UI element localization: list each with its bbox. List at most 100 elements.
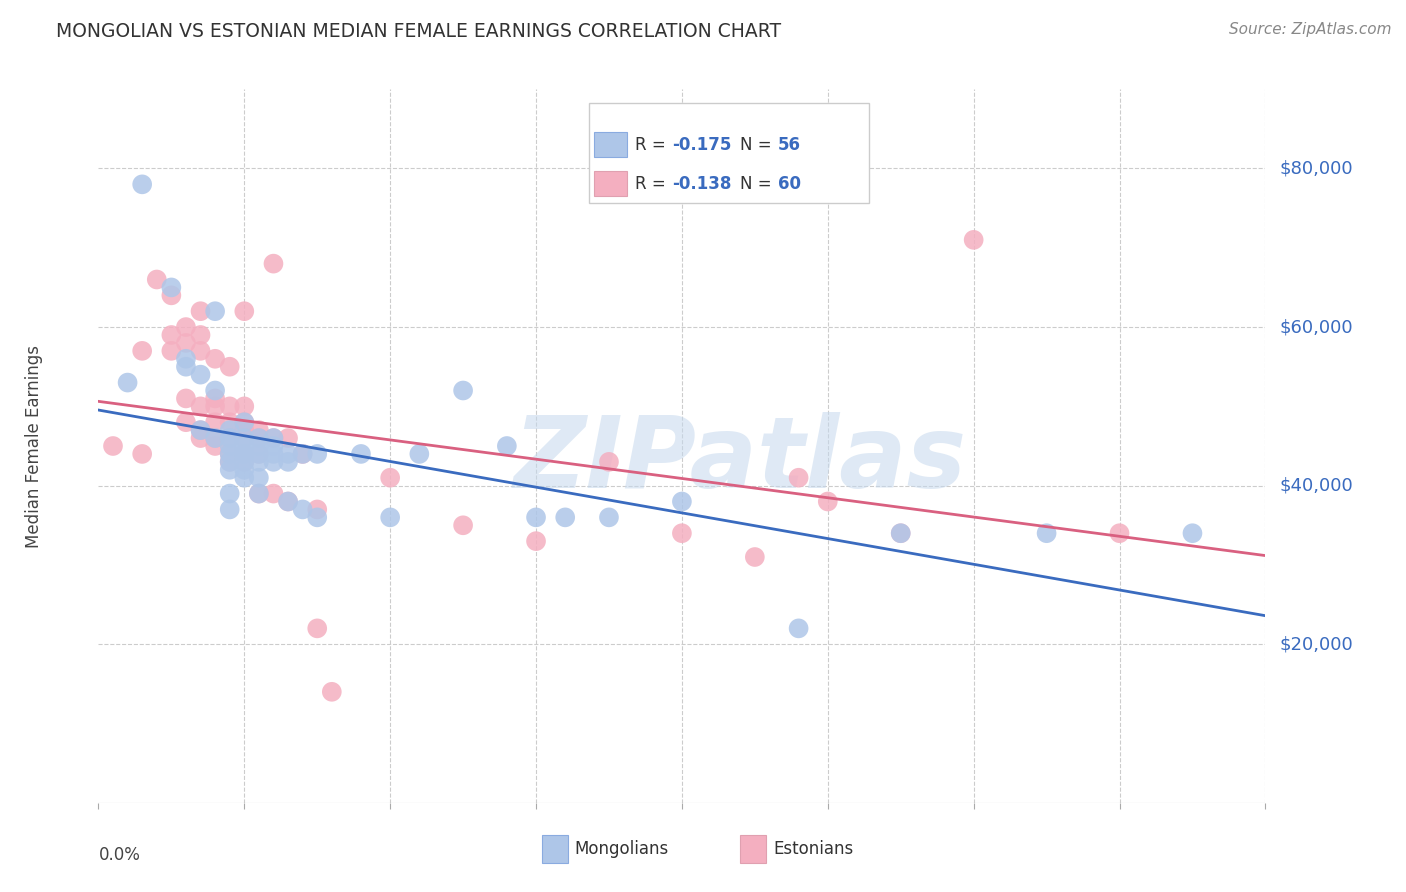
Point bbox=[218, 400, 240, 414]
Point bbox=[204, 392, 226, 406]
Point bbox=[204, 351, 226, 366]
Point bbox=[496, 439, 519, 453]
Bar bbox=[589, 103, 869, 203]
Point bbox=[277, 447, 299, 461]
Point bbox=[598, 455, 620, 469]
Point bbox=[554, 510, 576, 524]
Point bbox=[146, 272, 169, 286]
Point bbox=[233, 455, 256, 469]
Point bbox=[350, 447, 373, 461]
Point bbox=[262, 486, 284, 500]
Text: -0.175: -0.175 bbox=[672, 136, 733, 153]
Point bbox=[787, 621, 810, 635]
Bar bbox=[595, 132, 627, 157]
Point bbox=[1108, 526, 1130, 541]
Point bbox=[247, 486, 270, 500]
Point bbox=[307, 447, 329, 461]
Point bbox=[277, 431, 299, 445]
Point bbox=[233, 471, 256, 485]
Point bbox=[247, 431, 270, 445]
Point bbox=[233, 431, 256, 445]
Point bbox=[218, 447, 240, 461]
Point bbox=[218, 463, 240, 477]
Point bbox=[160, 280, 183, 294]
Point bbox=[174, 392, 197, 406]
Text: MONGOLIAN VS ESTONIAN MEDIAN FEMALE EARNINGS CORRELATION CHART: MONGOLIAN VS ESTONIAN MEDIAN FEMALE EARN… bbox=[56, 22, 782, 41]
Text: $40,000: $40,000 bbox=[1279, 476, 1353, 495]
Text: Median Female Earnings: Median Female Earnings bbox=[25, 344, 44, 548]
Point bbox=[233, 423, 256, 437]
Point bbox=[451, 384, 474, 398]
Point bbox=[101, 439, 124, 453]
Point bbox=[247, 455, 270, 469]
Point bbox=[233, 463, 256, 477]
Point bbox=[598, 510, 620, 524]
Point bbox=[218, 431, 240, 445]
Point bbox=[174, 335, 197, 350]
Text: Estonians: Estonians bbox=[773, 840, 853, 858]
Point bbox=[204, 304, 226, 318]
Point bbox=[218, 486, 240, 500]
Text: Source: ZipAtlas.com: Source: ZipAtlas.com bbox=[1229, 22, 1392, 37]
Point bbox=[233, 447, 256, 461]
Point bbox=[174, 320, 197, 334]
Point bbox=[671, 494, 693, 508]
Bar bbox=[595, 171, 627, 196]
Point bbox=[307, 510, 329, 524]
Point bbox=[204, 384, 226, 398]
Point bbox=[247, 431, 270, 445]
Point bbox=[247, 486, 270, 500]
Point bbox=[247, 447, 270, 461]
Point bbox=[190, 328, 212, 343]
Point bbox=[307, 502, 329, 516]
Point bbox=[218, 431, 240, 445]
Point bbox=[204, 431, 226, 445]
Point bbox=[277, 455, 299, 469]
Point bbox=[218, 423, 240, 437]
Point bbox=[190, 343, 212, 358]
Point bbox=[233, 455, 256, 469]
Point bbox=[204, 415, 226, 429]
Point bbox=[117, 376, 139, 390]
Point bbox=[1181, 526, 1204, 541]
Point bbox=[190, 431, 212, 445]
Point bbox=[131, 178, 153, 192]
Point bbox=[262, 439, 284, 453]
Point bbox=[262, 447, 284, 461]
Point bbox=[890, 526, 912, 541]
Point bbox=[524, 534, 547, 549]
Point bbox=[378, 510, 402, 524]
Point bbox=[262, 431, 284, 445]
Point bbox=[131, 343, 153, 358]
Point bbox=[204, 439, 226, 453]
Point bbox=[247, 439, 270, 453]
Point bbox=[307, 621, 329, 635]
Point bbox=[174, 351, 197, 366]
Point bbox=[218, 415, 240, 429]
Point bbox=[291, 447, 314, 461]
Point bbox=[218, 455, 240, 469]
Point bbox=[247, 447, 270, 461]
Point bbox=[247, 423, 270, 437]
Point bbox=[1035, 526, 1057, 541]
Text: $60,000: $60,000 bbox=[1279, 318, 1353, 336]
Point bbox=[233, 439, 256, 453]
Point bbox=[277, 494, 299, 508]
Text: N =: N = bbox=[740, 136, 778, 153]
Point bbox=[817, 494, 839, 508]
Point bbox=[233, 304, 256, 318]
Bar bbox=[541, 835, 568, 863]
Text: $80,000: $80,000 bbox=[1279, 160, 1353, 178]
Point bbox=[321, 685, 343, 699]
Bar bbox=[741, 835, 766, 863]
Text: N =: N = bbox=[740, 175, 778, 193]
Point bbox=[233, 447, 256, 461]
Point bbox=[233, 415, 256, 429]
Point bbox=[524, 510, 547, 524]
Point bbox=[218, 447, 240, 461]
Point bbox=[174, 359, 197, 374]
Point bbox=[218, 439, 240, 453]
Text: 60: 60 bbox=[778, 175, 800, 193]
Point bbox=[451, 518, 474, 533]
Text: 0.0%: 0.0% bbox=[98, 846, 141, 863]
